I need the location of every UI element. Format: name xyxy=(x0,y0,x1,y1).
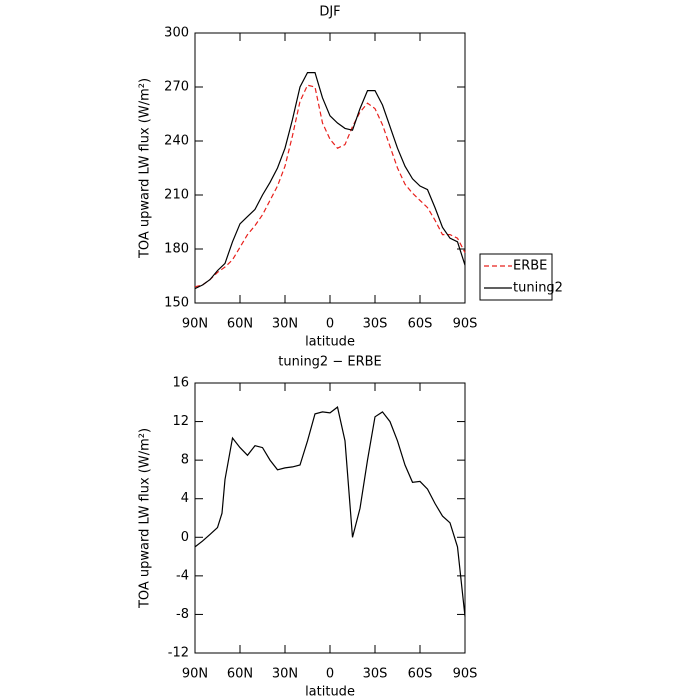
y-tick-label: 0 xyxy=(181,530,189,545)
legend-label: tuning2 xyxy=(513,281,563,296)
y-axis-label: TOA upward LW flux (W/m²) xyxy=(138,78,153,259)
x-tick-label: 0 xyxy=(326,667,334,682)
data-line xyxy=(194,72,466,290)
y-tick-label: 270 xyxy=(164,80,189,95)
x-tick-label: 60N xyxy=(227,667,253,682)
x-tick-label: 60S xyxy=(408,317,433,332)
x-tick-label: 30S xyxy=(363,317,388,332)
x-tick-label: 90S xyxy=(453,667,478,682)
chart-title: DJF xyxy=(319,5,340,20)
x-tick-label: 90N xyxy=(182,667,208,682)
x-tick-label: 30N xyxy=(272,317,298,332)
y-tick-label: 12 xyxy=(172,414,189,429)
y-tick-label: -12 xyxy=(168,646,189,661)
y-axis-label: TOA upward LW flux (W/m²) xyxy=(138,428,153,609)
y-tick-label: 4 xyxy=(181,491,189,506)
y-tick-label: 300 xyxy=(164,26,189,41)
x-tick-label: 60N xyxy=(227,317,253,332)
plot-frame xyxy=(194,32,466,304)
legend-box xyxy=(479,253,553,301)
y-tick-label: 16 xyxy=(172,376,189,391)
y-tick-label: 210 xyxy=(164,188,189,203)
plot-frame xyxy=(194,382,466,654)
y-tick-label: -8 xyxy=(176,607,189,622)
chart-title: tuning2 − ERBE xyxy=(278,355,382,370)
data-line xyxy=(194,406,466,617)
y-tick-label: 8 xyxy=(181,453,189,468)
data-line xyxy=(194,84,466,288)
x-axis-label: latitude xyxy=(305,335,355,350)
x-axis-label: latitude xyxy=(305,685,355,700)
y-tick-label: 180 xyxy=(164,242,189,257)
y-tick-label: -4 xyxy=(176,568,189,583)
x-tick-label: 60S xyxy=(408,667,433,682)
legend-label: ERBE xyxy=(513,259,547,274)
x-tick-label: 0 xyxy=(326,317,334,332)
y-tick-label: 150 xyxy=(164,296,189,311)
x-tick-label: 90S xyxy=(453,317,478,332)
x-tick-label: 30N xyxy=(272,667,298,682)
x-tick-label: 30S xyxy=(363,667,388,682)
x-tick-label: 90N xyxy=(182,317,208,332)
y-tick-label: 240 xyxy=(164,134,189,149)
